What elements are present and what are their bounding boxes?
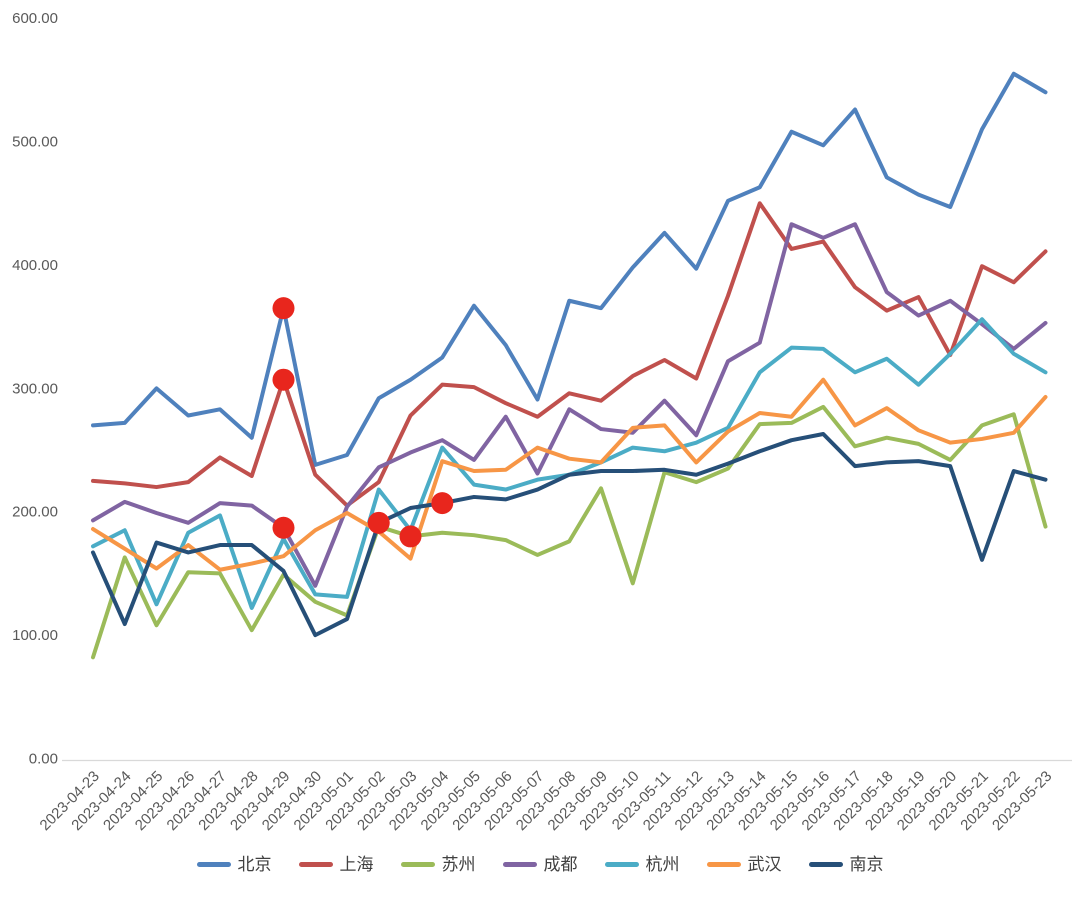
y-axis-tick-label: 200.00 bbox=[12, 504, 58, 521]
legend-line-swatch bbox=[196, 862, 231, 867]
legend-line-swatch bbox=[298, 862, 333, 867]
y-axis-tick-label: 500.00 bbox=[12, 134, 58, 151]
anomaly-point-苏州-2023-05-03 bbox=[399, 525, 422, 548]
series-line-成都 bbox=[91, 222, 1048, 588]
legend-line-swatch bbox=[706, 862, 741, 867]
anomaly-point-成都-2023-04-29 bbox=[272, 516, 295, 539]
chart-legend: 北京 上海 苏州 成都 杭州 武汉 南京 bbox=[0, 856, 1080, 873]
legend-item-苏州[interactable]: 苏州 bbox=[400, 855, 476, 874]
series-line-武汉 bbox=[91, 377, 1048, 572]
anomaly-point-上海-2023-04-29 bbox=[272, 368, 295, 391]
y-axis-tick-label: 600.00 bbox=[12, 10, 58, 27]
legend-item-杭州[interactable]: 杭州 bbox=[604, 855, 680, 874]
legend-label: 苏州 bbox=[441, 855, 476, 874]
series-line-苏州 bbox=[91, 404, 1048, 660]
series-line-南京 bbox=[91, 432, 1048, 638]
legend-item-成都[interactable]: 成都 bbox=[502, 855, 578, 874]
legend-label: 武汉 bbox=[747, 855, 782, 874]
anomaly-point-北京-2023-04-29 bbox=[272, 297, 295, 320]
legend-label: 成都 bbox=[543, 855, 578, 874]
legend-line-swatch bbox=[808, 862, 843, 867]
legend-label: 北京 bbox=[237, 855, 272, 874]
anomaly-point-南京-2023-05-02 bbox=[367, 511, 390, 534]
y-axis-tick-label: 0.00 bbox=[29, 751, 58, 768]
y-axis-tick-label: 400.00 bbox=[12, 257, 58, 274]
legend-item-南京[interactable]: 南京 bbox=[808, 855, 884, 874]
series-line-北京 bbox=[91, 71, 1048, 467]
legend-line-swatch bbox=[604, 862, 639, 867]
series-line-上海 bbox=[91, 201, 1048, 508]
y-axis-tick-label: 300.00 bbox=[12, 380, 58, 397]
legend-label: 上海 bbox=[339, 855, 374, 874]
legend-item-上海[interactable]: 上海 bbox=[298, 855, 374, 874]
anomaly-point-南京-2023-05-04 bbox=[431, 492, 454, 515]
legend-line-swatch bbox=[502, 862, 537, 867]
legend-label: 杭州 bbox=[645, 855, 680, 874]
y-axis-tick-label: 100.00 bbox=[12, 627, 58, 644]
legend-label: 南京 bbox=[849, 855, 884, 874]
legend-line-swatch bbox=[400, 862, 435, 867]
legend-item-武汉[interactable]: 武汉 bbox=[706, 855, 782, 874]
legend-item-北京[interactable]: 北京 bbox=[196, 855, 272, 874]
